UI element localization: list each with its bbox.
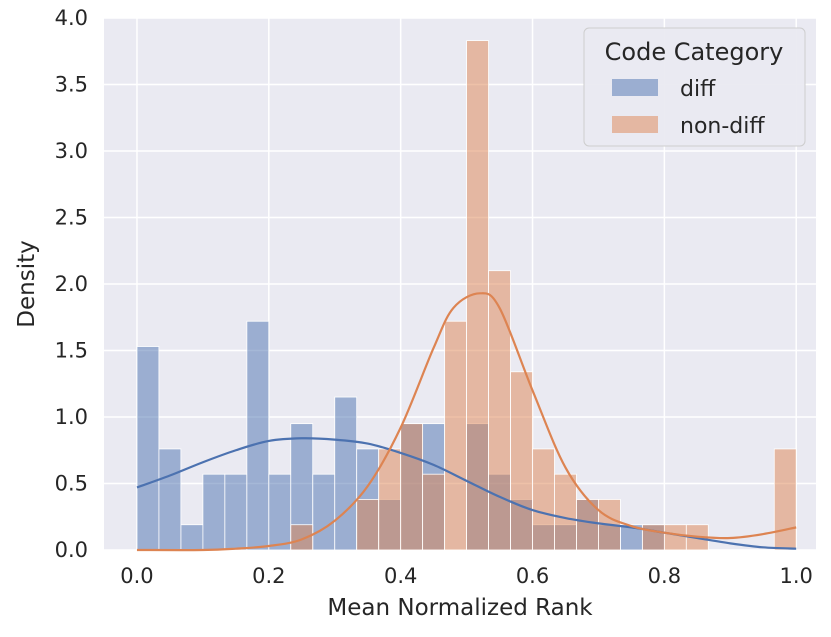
bar-non-diff [532, 448, 555, 551]
x-axis-ticks: 0.0 0.2 0.4 0.6 0.8 1.0 [120, 564, 813, 588]
bar-diff [334, 396, 358, 551]
bar-non-diff [554, 473, 577, 551]
x-tick-label: 0.4 [384, 564, 417, 588]
bar-non-diff [444, 320, 467, 551]
bar-diff [312, 473, 336, 551]
bar-non-diff [773, 448, 797, 551]
bar-non-diff [488, 270, 511, 551]
y-axis-label: Density [14, 240, 40, 327]
bar-non-diff [356, 499, 380, 551]
bar-non-diff [422, 473, 445, 551]
bar-diff [246, 320, 270, 551]
legend-label-non-diff: non-diff [680, 114, 765, 139]
y-tick-label: 3.0 [55, 139, 88, 163]
y-tick-label: 0.5 [55, 472, 88, 496]
bar-diff [180, 524, 204, 551]
x-tick-label: 1.0 [780, 564, 813, 588]
bar-non-diff [663, 524, 687, 551]
legend-title: Code Category [605, 38, 784, 66]
y-tick-label: 4.0 [55, 6, 88, 30]
y-tick-label: 2.0 [55, 272, 88, 296]
legend-swatch-non-diff [612, 116, 658, 133]
bar-diff [136, 346, 160, 551]
x-tick-label: 0.6 [516, 564, 549, 588]
y-tick-label: 2.5 [55, 206, 88, 230]
bar-diff [202, 473, 226, 551]
x-tick-label: 0.8 [648, 564, 681, 588]
bar-non-diff [510, 371, 533, 551]
legend: Code Category diff non-diff [583, 27, 806, 147]
y-tick-label: 3.5 [55, 73, 88, 97]
bar-non-diff [290, 524, 314, 551]
x-axis-label: Mean Normalized Rank [327, 595, 593, 621]
bar-diff [224, 473, 248, 551]
x-tick-label: 0.0 [120, 564, 153, 588]
bar-non-diff [400, 423, 424, 551]
y-axis-ticks: 0.0 0.5 1.0 1.5 2.0 2.5 3.0 3.5 4.0 [55, 6, 88, 562]
bar-diff [268, 473, 292, 551]
bar-diff [158, 448, 182, 551]
x-tick-label: 0.2 [252, 564, 285, 588]
y-tick-label: 1.0 [55, 405, 88, 429]
y-tick-label: 0.0 [55, 538, 88, 562]
legend-swatch-diff [612, 79, 658, 96]
kde-line-non-diff [136, 292, 797, 552]
legend-label-diff: diff [680, 77, 716, 102]
y-tick-label: 1.5 [55, 339, 88, 363]
kde-curves [136, 292, 797, 552]
